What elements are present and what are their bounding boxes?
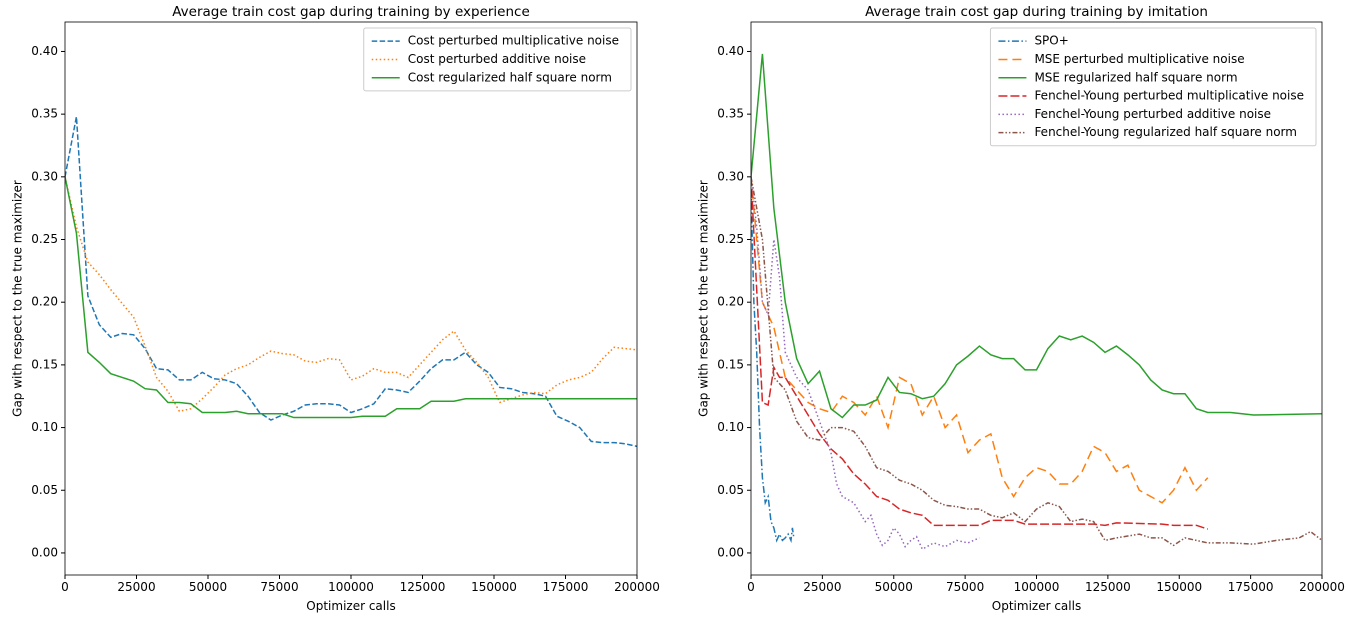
- legend-label: Fenchel-Young perturbed additive noise: [1034, 107, 1271, 121]
- y-tick-label: 0.10: [717, 420, 744, 434]
- series-line: [751, 176, 1209, 530]
- legend-label: Fenchel-Young perturbed multiplicative n…: [1034, 89, 1304, 103]
- chart: Average train cost gap during training b…: [11, 4, 660, 613]
- legend-label: Cost regularized half square norm: [408, 70, 612, 84]
- y-tick-label: 0.35: [31, 107, 58, 121]
- series-line: [65, 116, 637, 448]
- legend: SPO+ MSE perturbed multiplicative noise MS…: [989, 27, 1317, 147]
- y-tick-label: 0.30: [717, 169, 744, 183]
- y-tick-label: 0.25: [31, 232, 58, 246]
- chart: Average train cost gap during training b…: [697, 4, 1345, 613]
- x-tick-label: 200000: [1299, 580, 1345, 594]
- x-tick-label: 100000: [328, 580, 374, 594]
- y-axis-label: Gap with respect to the true maximizer: [11, 180, 25, 417]
- y-tick-label: 0.15: [31, 357, 58, 371]
- x-tick-label: 125000: [400, 580, 446, 594]
- y-tick-label: 0.40: [717, 44, 744, 58]
- y-tick-label: 0.10: [31, 420, 58, 434]
- series-line: [751, 176, 1209, 504]
- legend-label: MSE perturbed multiplicative noise: [1034, 52, 1244, 66]
- x-axis-label: Optimizer calls: [992, 599, 1081, 613]
- x-tick-label: 175000: [543, 580, 589, 594]
- series-line: [751, 176, 1322, 547]
- x-tick-label: 125000: [1085, 580, 1131, 594]
- legend-label: MSE regularized half square norm: [1034, 70, 1237, 84]
- series-line: [65, 176, 637, 413]
- x-tick-label: 100000: [1014, 580, 1060, 594]
- axes-frame: [750, 21, 1323, 576]
- series-line: [751, 189, 795, 544]
- x-tick-label: 75000: [260, 580, 298, 594]
- y-tick-label: 0.15: [717, 357, 744, 371]
- series-line: [65, 176, 637, 419]
- x-tick-label: 50000: [189, 580, 227, 594]
- legend-label: SPO+: [1034, 34, 1068, 48]
- y-tick-label: 0.40: [31, 44, 58, 58]
- y-tick-label: 0.35: [717, 107, 744, 121]
- y-axis-label: Gap with respect to the true maximizer: [697, 180, 711, 417]
- legend-label: Fenchel-Young regularized half square no…: [1034, 125, 1297, 139]
- y-tick-label: 0.00: [31, 545, 58, 559]
- y-tick-label: 0.20: [717, 295, 744, 309]
- x-tick-label: 0: [61, 580, 69, 594]
- chart-title: Average train cost gap during training b…: [865, 4, 1208, 20]
- y-tick-label: 0.25: [717, 232, 744, 246]
- series-line: [751, 53, 1322, 419]
- x-tick-label: 25000: [803, 580, 841, 594]
- chart-title: Average train cost gap during training b…: [172, 4, 530, 20]
- y-tick-label: 0.00: [717, 545, 744, 559]
- axes-frame: [64, 21, 638, 576]
- x-tick-label: 150000: [1156, 580, 1202, 594]
- y-tick-label: 0.20: [31, 295, 58, 309]
- x-tick-label: 150000: [471, 580, 517, 594]
- x-tick-label: 25000: [117, 580, 155, 594]
- x-tick-label: 75000: [946, 580, 984, 594]
- y-tick-label: 0.30: [31, 169, 58, 183]
- x-tick-label: 200000: [614, 580, 660, 594]
- y-tick-label: 0.05: [717, 483, 744, 497]
- legend-label: Cost perturbed additive noise: [408, 52, 586, 66]
- legend: Cost perturbed multiplicative noise Cost …: [363, 27, 632, 92]
- legend-label: Cost perturbed multiplicative noise: [408, 34, 619, 48]
- x-tick-label: 0: [747, 580, 755, 594]
- x-axis-label: Optimizer calls: [306, 599, 395, 613]
- y-tick-label: 0.05: [31, 483, 58, 497]
- legend-box: [363, 27, 632, 92]
- series-line: [751, 176, 980, 551]
- x-tick-label: 175000: [1228, 580, 1274, 594]
- legend-box: [989, 27, 1317, 147]
- x-tick-label: 50000: [875, 580, 913, 594]
